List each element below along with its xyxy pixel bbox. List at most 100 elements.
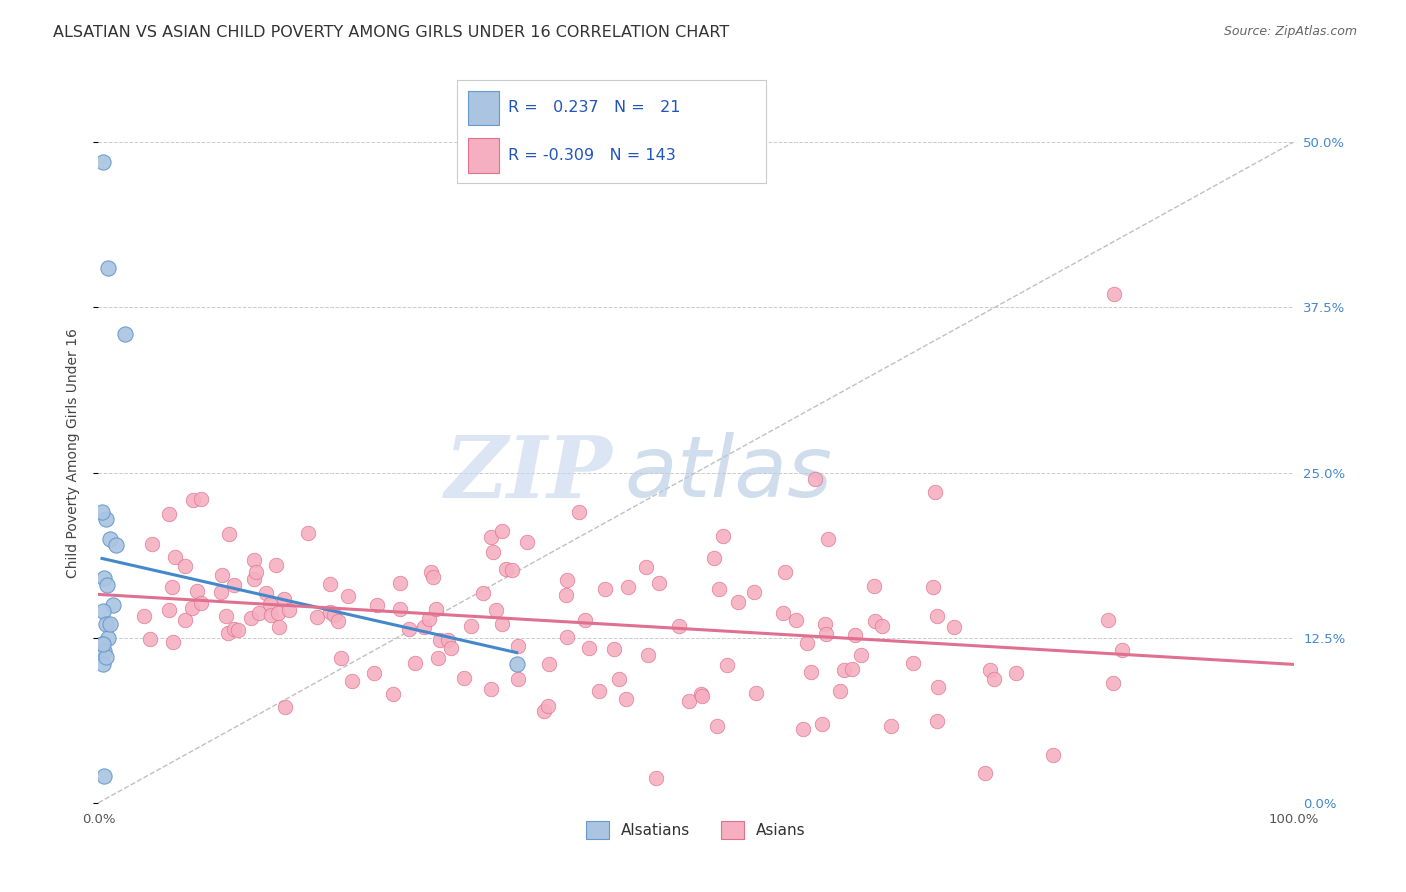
- Point: [319, 606, 342, 620]
- Point: [139, 632, 162, 646]
- Point: [1102, 675, 1125, 690]
- Point: [772, 606, 794, 620]
- Point: [162, 635, 184, 649]
- Point: [98, 532, 122, 546]
- Point: [482, 545, 505, 559]
- Point: [506, 639, 529, 653]
- Point: [278, 602, 301, 616]
- Point: [96, 578, 118, 592]
- Point: [254, 586, 277, 600]
- Point: [927, 609, 949, 624]
- Point: [785, 613, 807, 627]
- Point: [811, 717, 834, 731]
- Point: [506, 657, 529, 671]
- Point: [211, 568, 233, 582]
- Point: [404, 656, 426, 670]
- Point: [174, 613, 197, 627]
- Point: [226, 623, 249, 637]
- Point: [259, 607, 281, 622]
- Point: [1104, 287, 1126, 301]
- Point: [983, 672, 1005, 686]
- Point: [974, 765, 997, 780]
- Point: [239, 611, 262, 625]
- Point: [437, 633, 460, 648]
- Point: [97, 260, 120, 275]
- Point: [742, 585, 765, 599]
- Point: [578, 641, 600, 656]
- Point: [617, 580, 640, 594]
- Point: [1042, 747, 1064, 762]
- Point: [163, 549, 186, 564]
- Text: atlas: atlas: [624, 433, 832, 516]
- Point: [336, 589, 359, 603]
- Point: [398, 622, 420, 636]
- Point: [495, 562, 517, 576]
- Point: [485, 603, 508, 617]
- Point: [491, 617, 513, 632]
- Point: [555, 630, 578, 644]
- Point: [745, 686, 768, 700]
- Point: [792, 722, 814, 736]
- Point: [160, 580, 183, 594]
- Point: [259, 598, 281, 612]
- Point: [804, 472, 827, 486]
- Point: [703, 551, 725, 566]
- Point: [880, 719, 903, 733]
- Point: [817, 532, 839, 546]
- Point: [366, 598, 388, 612]
- Text: Source: ZipAtlas.com: Source: ZipAtlas.com: [1223, 25, 1357, 38]
- Point: [429, 632, 451, 647]
- Point: [648, 575, 671, 590]
- Point: [114, 326, 136, 341]
- Point: [388, 576, 411, 591]
- Point: [440, 640, 463, 655]
- Point: [574, 613, 596, 627]
- Point: [157, 603, 180, 617]
- Point: [319, 577, 342, 591]
- Point: [243, 572, 266, 586]
- Bar: [468, 137, 499, 173]
- Point: [636, 560, 658, 574]
- Point: [181, 492, 204, 507]
- Point: [217, 626, 239, 640]
- Point: [340, 674, 363, 689]
- Point: [921, 580, 943, 594]
- Point: [942, 620, 965, 634]
- Text: ALSATIAN VS ASIAN CHILD POVERTY AMONG GIRLS UNDER 16 CORRELATION CHART: ALSATIAN VS ASIAN CHILD POVERTY AMONG GI…: [53, 25, 730, 40]
- Point: [870, 619, 893, 633]
- Point: [1005, 665, 1028, 680]
- Point: [614, 691, 637, 706]
- Point: [93, 571, 115, 585]
- Point: [536, 698, 558, 713]
- Point: [491, 524, 513, 539]
- Point: [363, 666, 385, 681]
- Point: [1097, 613, 1119, 627]
- Point: [711, 529, 734, 543]
- Point: [678, 694, 700, 708]
- Legend: Alsatians, Asians: Alsatians, Asians: [581, 814, 811, 846]
- Point: [266, 607, 288, 621]
- Point: [93, 644, 115, 658]
- Point: [222, 622, 245, 636]
- Point: [273, 591, 295, 606]
- Point: [862, 579, 884, 593]
- Point: [190, 491, 212, 506]
- Point: [453, 671, 475, 685]
- Point: [97, 631, 120, 645]
- Point: [247, 606, 270, 620]
- Point: [91, 657, 114, 671]
- Y-axis label: Child Poverty Among Girls Under 16: Child Poverty Among Girls Under 16: [66, 327, 80, 578]
- Point: [706, 719, 728, 733]
- Point: [94, 617, 117, 632]
- Point: [1111, 643, 1133, 657]
- Point: [727, 595, 749, 609]
- Point: [814, 617, 837, 632]
- Point: [479, 681, 502, 696]
- Point: [568, 506, 591, 520]
- Point: [174, 558, 197, 573]
- Point: [555, 574, 578, 588]
- Point: [186, 584, 208, 599]
- Point: [307, 610, 329, 624]
- Point: [472, 586, 495, 600]
- Point: [388, 602, 411, 616]
